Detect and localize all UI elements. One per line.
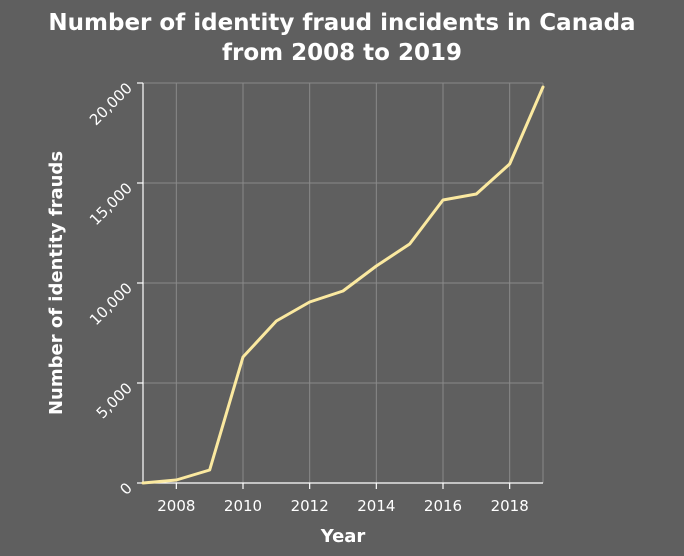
x-tick-label-2018: 2018 [491, 497, 529, 515]
x-tick-label-2010: 2010 [224, 497, 262, 515]
x-tick-label-2012: 2012 [291, 497, 329, 515]
x-tick-label-2016: 2016 [424, 497, 462, 515]
y-tick-label-20000: 20,000 [86, 79, 136, 129]
grid [143, 82, 544, 483]
x-tick-label-2008: 2008 [157, 497, 195, 515]
chart-title-line-1: Number of identity fraud incidents in Ca… [48, 10, 635, 36]
series [141, 85, 545, 485]
y-tick-label-0: 0 [116, 479, 135, 498]
y-tick-label-15000: 15,000 [86, 179, 136, 229]
tick-labels: 2008 2010 2012 2014 2016 2018 0 5,000 10,000 15,0… [86, 79, 529, 515]
series-line-0 [141, 85, 545, 485]
y-axis-label: Number of identity frauds [46, 151, 67, 415]
chart-title-line-2: from 2008 to 2019 [222, 40, 462, 66]
y-tick-label-10000: 10,000 [86, 279, 136, 329]
axes [137, 82, 543, 489]
y-tick-label-5000: 5,000 [93, 379, 136, 422]
x-axis-label: Year [320, 526, 366, 547]
x-tick-label-2014: 2014 [357, 497, 395, 515]
